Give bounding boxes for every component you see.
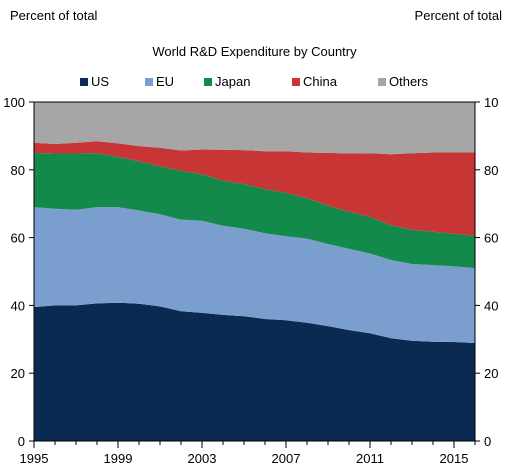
legend-swatch-japan bbox=[204, 78, 212, 86]
x-tick-label: 2007 bbox=[272, 451, 301, 466]
plot-frame bbox=[33, 101, 476, 442]
x-tick-label: 2003 bbox=[188, 451, 217, 466]
left-y-tick-label: 20 bbox=[11, 366, 25, 381]
area-china bbox=[34, 141, 475, 236]
area-series-group bbox=[34, 102, 475, 441]
left-y-tick-label: 0 bbox=[18, 434, 25, 449]
legend-swatch-us bbox=[80, 78, 88, 86]
axes-group: 0 0 20 20 40 40 60 60 80 80 100 10 1995 1999 2003 2007 2… bbox=[3, 95, 498, 466]
legend: World R&D Expenditure by Country US EU Jap… bbox=[80, 44, 429, 89]
area-us bbox=[34, 302, 475, 441]
right-y-tick-label: 80 bbox=[484, 163, 498, 178]
area-japan bbox=[34, 152, 475, 269]
right-y-tick-label: 40 bbox=[484, 298, 498, 313]
right-axis-unit-label: Percent of total bbox=[414, 8, 502, 23]
legend-label-eu: EU bbox=[156, 74, 174, 89]
legend-label-japan: Japan bbox=[215, 74, 250, 89]
legend-label-us: US bbox=[91, 74, 109, 89]
legend-label-china: China bbox=[303, 74, 338, 89]
left-y-tick-label: 60 bbox=[11, 231, 25, 246]
right-y-tick-label: 60 bbox=[484, 231, 498, 246]
x-tick-label: 1995 bbox=[20, 451, 49, 466]
left-axis-unit-label: Percent of total bbox=[10, 8, 98, 23]
area-eu bbox=[34, 207, 475, 343]
legend-swatch-eu bbox=[145, 78, 153, 86]
legend-label-others: Others bbox=[389, 74, 429, 89]
chart-title: World R&D Expenditure by Country bbox=[152, 44, 357, 59]
left-y-tick-label: 100 bbox=[3, 95, 25, 110]
right-y-tick-label: 10 bbox=[484, 95, 498, 110]
right-y-tick-label: 20 bbox=[484, 366, 498, 381]
x-tick-label: 2015 bbox=[440, 451, 469, 466]
area-others bbox=[34, 102, 475, 155]
legend-swatch-china bbox=[292, 78, 300, 86]
x-tick-label: 2011 bbox=[356, 451, 384, 466]
left-y-tick-label: 80 bbox=[11, 163, 25, 178]
right-y-tick-label: 0 bbox=[484, 434, 491, 449]
x-tick-label: 1999 bbox=[104, 451, 133, 466]
legend-swatch-others bbox=[378, 78, 386, 86]
left-y-tick-label: 40 bbox=[11, 298, 25, 313]
